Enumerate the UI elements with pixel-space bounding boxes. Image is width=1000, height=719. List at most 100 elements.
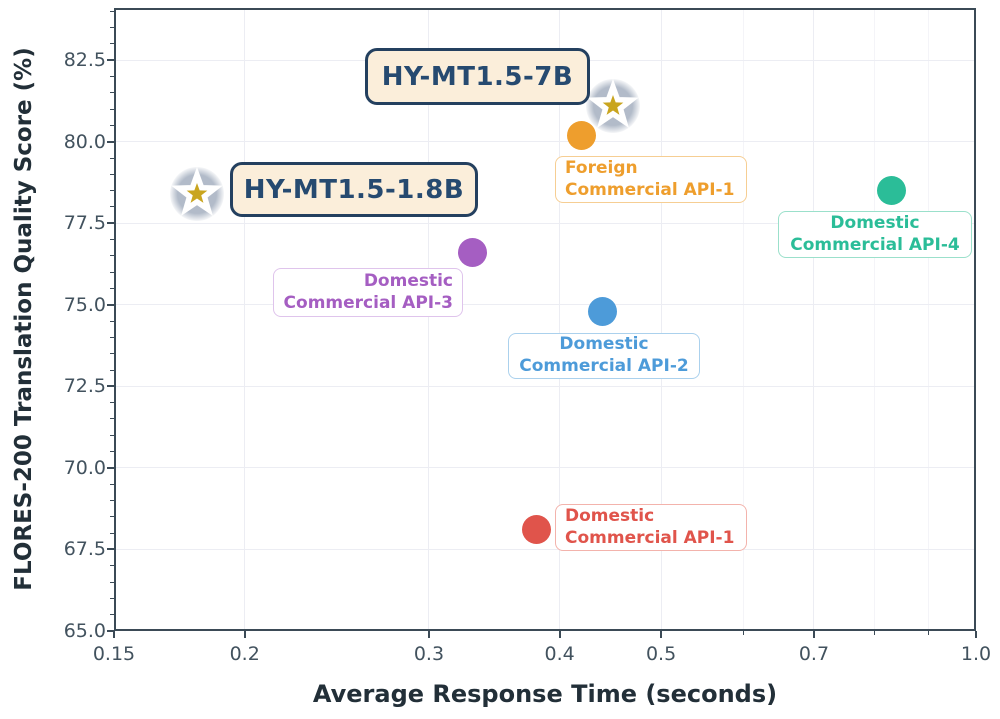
y-major-tick [107, 222, 114, 225]
x-minor-gridline [874, 8, 876, 631]
x-minor-tick [927, 631, 929, 635]
x-major-tick [812, 631, 815, 638]
y-gridline [114, 467, 976, 469]
y-minor-tick [110, 581, 114, 583]
x-tick-label: 0.7 [798, 643, 830, 665]
annotation-line: Domestic [363, 270, 453, 291]
y-major-tick [107, 303, 114, 306]
data-point-foreign-commercial-api-1 [567, 120, 597, 150]
x-minor-gridline [743, 8, 745, 631]
annotation-line: Domestic [565, 505, 655, 526]
annotation-foreign-commercial-api-1: Foreign Commercial API-1 [555, 156, 747, 203]
y-minor-tick [110, 369, 114, 371]
annotation-domestic-commercial-api-4: Domestic Commercial API-4 [778, 211, 972, 258]
y-gridline [114, 548, 976, 550]
annotation-line: Commercial API-1 [565, 179, 735, 200]
y-minor-tick [110, 500, 114, 502]
callout-hy-mt1.5-7b: HY-MT1.5-7B [365, 48, 590, 105]
y-tick-label: 70.0 [63, 456, 106, 479]
x-minor-tick [874, 631, 876, 635]
y-major-tick [107, 385, 114, 388]
x-gridline [244, 8, 246, 631]
y-gridline [114, 304, 976, 306]
y-tick-label: 72.5 [63, 375, 106, 398]
y-minor-tick [110, 92, 114, 94]
x-gridline [428, 8, 430, 631]
y-minor-tick [110, 75, 114, 77]
y-tick-label: 80.0 [63, 130, 106, 153]
star-marker-hy-mt1.5-7b [581, 74, 645, 138]
y-minor-tick [110, 43, 114, 45]
y-minor-tick [110, 434, 114, 436]
annotation-domestic-commercial-api-3: Domestic Commercial API-3 [273, 268, 463, 317]
x-major-tick [975, 631, 977, 638]
y-minor-tick [110, 271, 114, 273]
x-tick-label: 0.3 [413, 643, 445, 665]
star-marker-hy-mt1.5-1.8b [165, 162, 229, 226]
y-gridline [114, 141, 976, 143]
data-point-domestic-commercial-api-3 [457, 238, 487, 268]
x-gridline [559, 8, 561, 631]
y-minor-tick [110, 418, 114, 420]
data-point-domestic-commercial-api-4 [876, 176, 906, 206]
y-minor-tick [110, 565, 114, 567]
annotation-line: Commercial API-1 [565, 527, 735, 548]
x-tick-label: 0.5 [645, 643, 677, 665]
y-minor-tick [110, 173, 114, 175]
y-minor-tick [110, 614, 114, 616]
annotation-line: Commercial API-4 [790, 234, 960, 255]
y-gridline [114, 385, 976, 387]
y-minor-tick [110, 336, 114, 338]
callout-hy-mt1.5-1.8b: HY-MT1.5-1.8B [230, 162, 478, 217]
annotation-domestic-commercial-api-2: Domestic Commercial API-2 [508, 333, 700, 379]
star-icon [586, 78, 641, 133]
y-tick-label: 65.0 [63, 620, 106, 642]
y-minor-tick [110, 190, 114, 192]
y-minor-tick [110, 516, 114, 518]
y-minor-tick [110, 10, 114, 12]
x-minor-tick [743, 631, 745, 635]
x-tick-label: 0.4 [544, 643, 575, 665]
y-major-tick [107, 466, 114, 469]
y-minor-tick [110, 532, 114, 534]
y-minor-tick [110, 402, 114, 404]
y-major-tick [107, 630, 114, 632]
x-tick-label: 0.15 [92, 643, 136, 665]
y-major-tick [107, 548, 114, 551]
y-minor-tick [110, 108, 114, 110]
annotation-line: Domestic [830, 212, 920, 233]
data-point-domestic-commercial-api-2 [588, 296, 618, 326]
y-major-tick [107, 140, 114, 143]
y-tick-label: 75.0 [63, 293, 106, 316]
x-major-tick [660, 631, 663, 638]
annotation-line: Commercial API-2 [519, 356, 689, 376]
y-minor-tick [110, 124, 114, 126]
y-minor-tick [110, 597, 114, 599]
annotation-domestic-commercial-api-1: Domestic Commercial API-1 [555, 504, 747, 551]
x-major-tick [558, 631, 561, 638]
y-minor-tick [110, 320, 114, 322]
x-major-tick [427, 631, 430, 638]
y-minor-tick [110, 239, 114, 241]
y-gridline [114, 222, 976, 224]
x-major-tick [113, 631, 115, 638]
x-gridline [660, 8, 662, 631]
x-major-tick [243, 631, 246, 638]
annotation-line: Foreign [565, 157, 638, 178]
y-tick-label: 82.5 [63, 49, 106, 72]
annotation-line: Commercial API-3 [283, 292, 453, 313]
data-point-domestic-commercial-api-1 [521, 515, 551, 545]
y-minor-tick [110, 27, 114, 29]
y-minor-tick [110, 288, 114, 289]
y-axis-title: FLORES-200 Translation Quality Score (%) [11, 47, 37, 591]
y-minor-tick [110, 353, 114, 355]
x-tick-label: 1.0 [960, 643, 992, 665]
x-gridline [813, 8, 815, 631]
y-minor-tick [110, 206, 114, 208]
y-tick-label: 67.5 [63, 538, 106, 561]
x-axis-title: Average Response Time (seconds) [312, 680, 778, 708]
annotation-line: Domestic [559, 334, 649, 355]
y-minor-tick [110, 483, 114, 485]
x-minor-gridline [927, 8, 929, 631]
